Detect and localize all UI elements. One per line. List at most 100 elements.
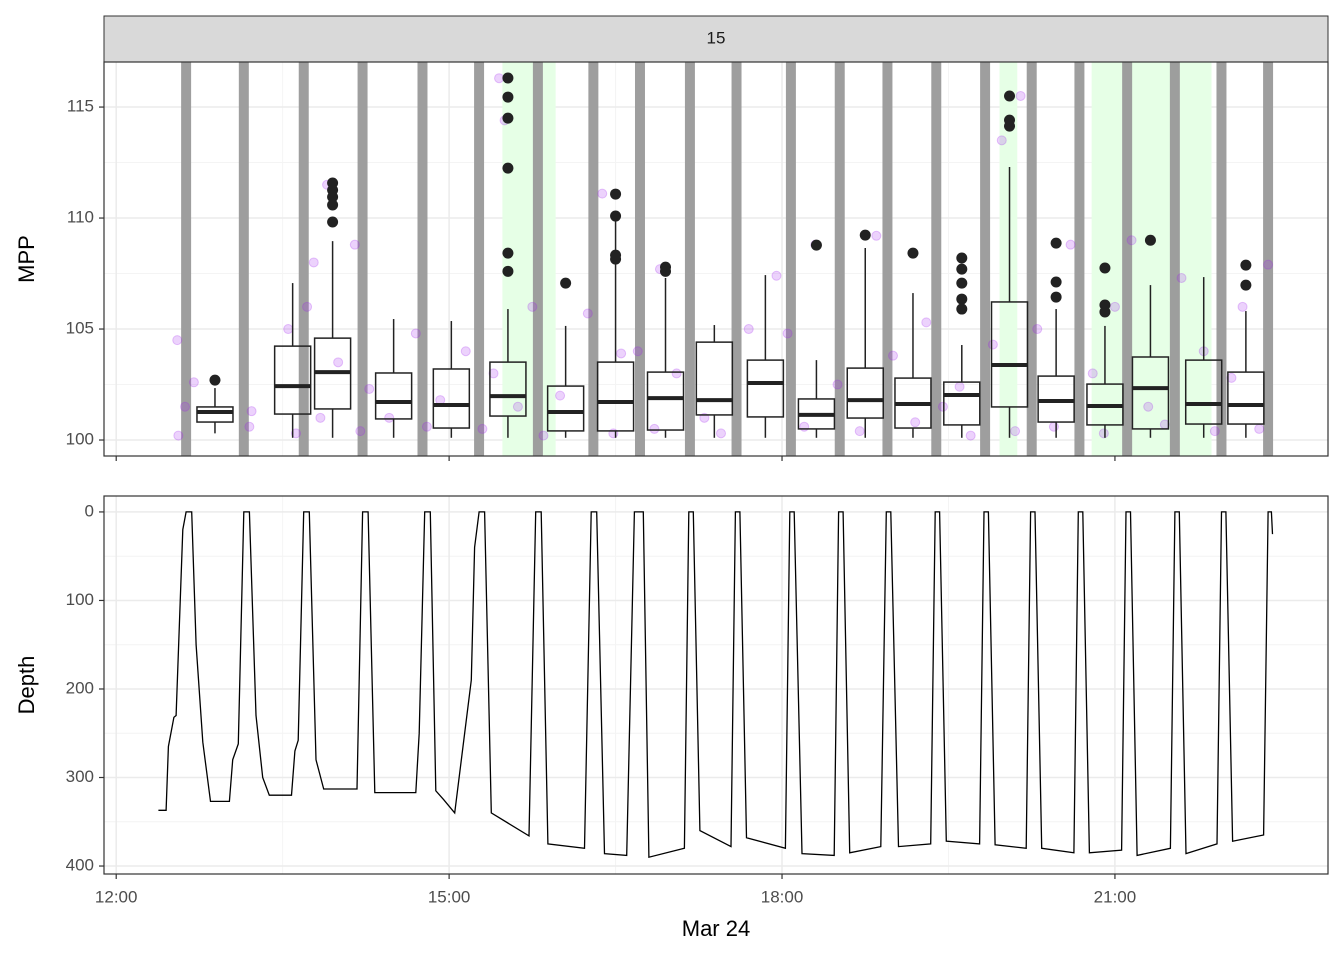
point [1143, 401, 1154, 412]
point [188, 377, 199, 388]
point [1254, 423, 1265, 434]
point [494, 73, 505, 84]
outlier [907, 247, 919, 259]
box [489, 361, 527, 417]
point [616, 348, 627, 359]
point [527, 301, 538, 312]
shaded-interval [999, 62, 1018, 456]
point [987, 339, 998, 350]
box [596, 361, 635, 432]
panel-border [103, 61, 1329, 457]
point [743, 324, 754, 335]
facet-label: 15 [707, 28, 726, 47]
point [1176, 272, 1187, 283]
point [871, 230, 882, 241]
outlier [1240, 259, 1252, 271]
y-tick-label: 400 [66, 856, 94, 875]
shaded-interval [634, 62, 645, 456]
shaded-interval [417, 62, 428, 456]
point [1209, 426, 1220, 437]
x-tick-label: 21:00 [1094, 887, 1137, 906]
box [1131, 356, 1170, 430]
box [846, 367, 885, 419]
point [333, 357, 344, 368]
point [1098, 428, 1109, 439]
point [421, 421, 432, 432]
point [671, 368, 682, 379]
point [1015, 90, 1026, 101]
point [488, 368, 499, 379]
outlier [209, 374, 221, 386]
box [273, 345, 312, 415]
outlier [1050, 291, 1062, 303]
shaded-interval [1216, 62, 1227, 456]
outlier [327, 199, 339, 211]
point [384, 412, 395, 423]
shaded-interval [1091, 62, 1212, 456]
outlier [1050, 237, 1062, 249]
shaded-interval [532, 62, 543, 456]
shaded-interval [931, 62, 942, 456]
point [887, 350, 898, 361]
point [315, 412, 326, 423]
x-tick-label: 15:00 [428, 887, 471, 906]
point [246, 406, 257, 417]
shaded-interval [181, 62, 192, 456]
shaded-interval [1074, 62, 1085, 456]
point [1226, 372, 1237, 383]
y-axis-title: Depth [14, 656, 39, 715]
point [1087, 368, 1098, 379]
facet-strip [103, 15, 1329, 63]
outlier [660, 265, 672, 277]
shaded-interval [502, 62, 556, 456]
outlier [502, 72, 514, 84]
shaded-interval [731, 62, 742, 456]
outlier [560, 277, 572, 289]
outlier [956, 252, 968, 264]
point [771, 270, 782, 281]
y-tick-label: 100 [66, 430, 94, 449]
outlier [956, 293, 968, 305]
point [290, 428, 301, 439]
outlier [502, 247, 514, 259]
box [646, 371, 685, 431]
box [374, 372, 413, 420]
box [432, 368, 471, 429]
point [180, 401, 191, 412]
shaded-interval [882, 62, 893, 456]
shaded-interval [1026, 62, 1037, 456]
point [996, 135, 1007, 146]
outlier [502, 265, 514, 277]
shaded-interval [834, 62, 845, 456]
x-tick-label: 12:00 [95, 887, 138, 906]
outlier [327, 216, 339, 228]
point [1109, 301, 1120, 312]
box [695, 341, 734, 416]
y-tick-label: 100 [66, 590, 94, 609]
shaded-interval [684, 62, 695, 456]
depth-line [158, 511, 1274, 859]
box [746, 359, 785, 418]
point [308, 257, 319, 268]
box [1184, 359, 1223, 425]
point [1032, 324, 1043, 335]
shaded-interval [1263, 62, 1274, 456]
box [546, 385, 585, 432]
outlier [610, 188, 622, 200]
outlier [502, 162, 514, 174]
outlier [859, 229, 871, 241]
outlier [956, 263, 968, 275]
point [244, 421, 255, 432]
outlier [502, 91, 514, 103]
outlier [1004, 120, 1016, 132]
point [173, 430, 184, 441]
point [349, 239, 360, 250]
point [172, 335, 183, 346]
y-tick-label: 105 [66, 319, 94, 338]
point [832, 379, 843, 390]
point [799, 421, 810, 432]
point [582, 308, 593, 319]
point [854, 426, 865, 437]
shaded-interval [298, 62, 309, 456]
point [460, 346, 471, 357]
